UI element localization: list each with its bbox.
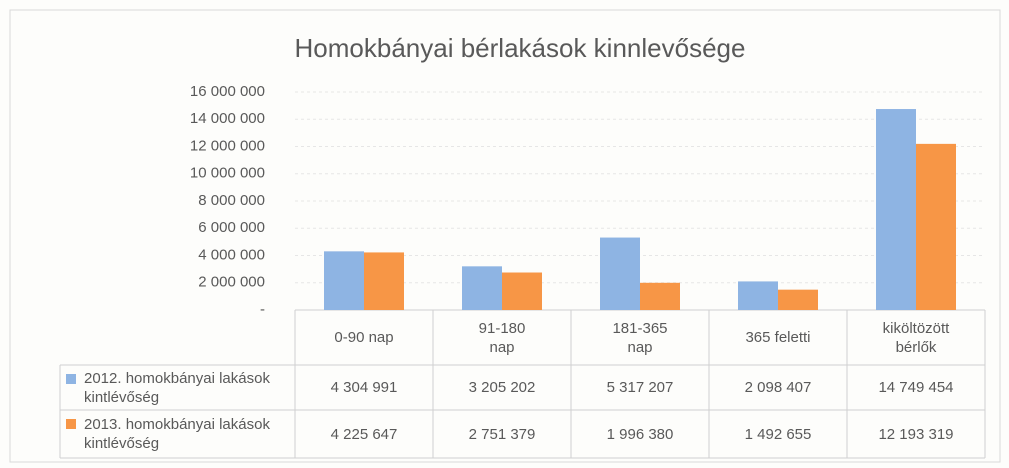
data-table-value-text: 1 492 655 [744,425,812,443]
data-table-value: 1 492 655 [709,410,847,458]
y-tick-label: 10 000 000 [190,165,265,182]
bar [738,281,778,310]
y-tick-label: 4 000 000 [198,246,265,263]
data-table-value-text: 12 193 319 [878,425,954,443]
data-table-value-text: 5 317 207 [606,379,674,396]
bar [778,289,818,310]
y-tick-label: 16 000 000 [190,83,265,100]
data-table-value-text: 1 996 380 [606,425,674,443]
bar [364,252,404,310]
data-table-value-text: 14 749 454 [878,379,954,396]
x-tick-label-text: kiköltözött bérlők [882,319,950,356]
bar [502,272,542,310]
data-table-value-text: 2 751 379 [468,425,536,443]
bar [640,282,680,310]
legend-key [66,374,76,384]
x-tick-label: 365 feletti [709,310,847,365]
bar [324,251,364,310]
x-tick-label-text: 181-365 nap [612,319,668,356]
y-tick-label: 6 000 000 [198,219,265,236]
legend-entry-text: 2013. homokbányai lakások kintlévőség [84,416,270,452]
legend-key [66,419,76,429]
data-table-value-text: 2 098 407 [744,379,812,396]
y-tick-label: 12 000 000 [190,137,265,154]
x-tick-label-text: 91-180 nap [478,319,526,356]
x-tick-label: 0-90 nap [295,310,433,365]
data-table-value-text: 3 205 202 [468,379,536,396]
x-tick-label-text: 0-90 nap [334,329,394,346]
x-tick-label-text: 365 feletti [745,329,811,346]
data-table-value: 4 304 991 [295,365,433,410]
bar [916,143,956,310]
data-table-value: 12 193 319 [847,410,985,458]
data-table-value: 5 317 207 [571,365,709,410]
legend-entry: 2013. homokbányai lakások kintlévőség [62,410,293,458]
y-tick-label: - [260,301,265,318]
data-table-value: 14 749 454 [847,365,985,410]
chart-border [9,9,1001,463]
bar [600,237,640,310]
y-tick-label: 2 000 000 [198,274,265,291]
data-table-value-text: 4 304 991 [330,379,398,396]
chart-title: Homokbányai bérlakások kinnlevősége [295,33,746,63]
data-table-value: 2 751 379 [433,410,571,458]
data-table-value: 4 225 647 [295,410,433,458]
legend-entry-text: 2012. homokbányai lakások kintlévőség [84,369,270,406]
bar [462,266,502,310]
data-table-value: 3 205 202 [433,365,571,410]
x-tick-label: kiköltözött bérlők [847,310,985,365]
data-table-value: 2 098 407 [709,365,847,410]
x-tick-label: 91-180 nap [433,310,571,365]
data-table-value: 1 996 380 [571,410,709,458]
y-tick-label: 14 000 000 [190,110,265,127]
bar [876,109,916,310]
y-tick-label: 8 000 000 [198,192,265,209]
data-table-value-text: 4 225 647 [330,425,398,443]
legend-entry: 2012. homokbányai lakások kintlévőség [62,365,293,410]
x-tick-label: 181-365 nap [571,310,709,365]
